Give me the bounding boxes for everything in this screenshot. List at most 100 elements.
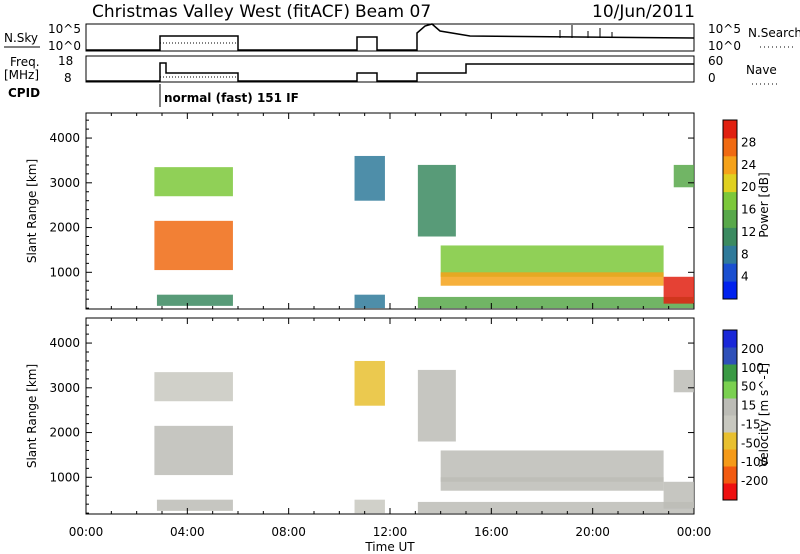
nsky-tick-top: 10^5 xyxy=(48,22,81,36)
x-axis-label: Time UT xyxy=(364,540,415,554)
velocity-echo-region-4 xyxy=(354,499,385,514)
velocity-colorbar-swatch-4 xyxy=(723,415,737,433)
nave-label: Nave xyxy=(746,63,777,77)
velocity-axes: 1000 2000 3000 4000 xyxy=(49,318,695,514)
nsearch-tick-bottom: 10^0 xyxy=(708,39,741,53)
x-tick-label-5: 20:00 xyxy=(575,525,610,539)
nsky-traces xyxy=(86,23,695,51)
nsearch-label: N.Search xyxy=(748,26,800,40)
velocity-colorbar-tick-label-0: -200 xyxy=(741,474,768,488)
power-y-tick-label-0: 1000 xyxy=(49,265,80,279)
x-axis-tick-labels: 00:00 04:00 08:00 12:00 16:00 20:00 00:00 xyxy=(69,525,712,539)
x-tick-label-2: 08:00 xyxy=(271,525,306,539)
velocity-echo-region-1 xyxy=(154,372,233,402)
velocity-colorbar-frame xyxy=(722,329,738,501)
power-colorbar-tick-label-5: 24 xyxy=(741,158,756,172)
velocity-colorbar-label: Velocity [m s^-1] xyxy=(757,363,771,467)
power-colorbar-tick-label-0: 4 xyxy=(741,270,749,284)
cpid-label: CPID xyxy=(8,86,40,100)
power-colorbar-swatch-3 xyxy=(723,227,737,246)
nsearch-tick-top: 10^5 xyxy=(708,22,741,36)
power-echoes xyxy=(154,155,694,309)
velocity-colorbar-swatch-1 xyxy=(723,466,737,484)
velocity-y-tick-label-0: 1000 xyxy=(49,470,80,484)
velocity-echo-region-6 xyxy=(440,450,664,482)
x-tick-label-3: 12:00 xyxy=(373,525,408,539)
velocity-colorbar-tick-label-3: -15 xyxy=(741,417,761,431)
nave-tick-bottom: 0 xyxy=(708,71,716,85)
freq-tick-top: 18 xyxy=(58,54,73,68)
power-echo-region-1 xyxy=(154,167,233,197)
freq-traces xyxy=(86,62,694,82)
power-colorbar-swatch-9 xyxy=(723,120,737,139)
velocity-y-tick-label-1: 2000 xyxy=(49,426,80,440)
velocity-colorbar-swatch-9 xyxy=(723,330,737,348)
velocity-y-axis-label: Slant Range [km] xyxy=(25,364,39,468)
power-y-tick-label-3: 4000 xyxy=(49,131,80,145)
velocity-y-tick-label-2: 3000 xyxy=(49,381,80,395)
station-title: Christmas Valley West (fitACF) xyxy=(92,2,350,22)
x-tick-label-4: 16:00 xyxy=(474,525,509,539)
power-colorbar-tick-label-3: 16 xyxy=(741,203,756,217)
power-colorbar-swatch-7 xyxy=(723,155,737,175)
power-colorbar-swatch-0 xyxy=(723,281,737,300)
velocity-colorbar-swatch-6 xyxy=(723,381,737,399)
nsky-label: N.Sky xyxy=(4,31,38,45)
power-colorbar-frame xyxy=(722,119,738,300)
power-y-axis-label: Slant Range [km] xyxy=(25,159,39,263)
power-echo-region-7 xyxy=(440,272,664,286)
power-echo-region-6 xyxy=(440,245,664,277)
power-colorbar: 4 8 12 16 20 24 28 xyxy=(722,119,756,300)
nave-tick-top: 60 xyxy=(708,54,723,68)
velocity-colorbar: -200 -100 -50 -15 15 50 100 200 xyxy=(722,329,768,501)
date-title: 10/Jun/2011 xyxy=(592,2,695,22)
velocity-echo-region-5 xyxy=(417,369,456,442)
cpid-text: normal (fast) 151 IF xyxy=(164,91,299,105)
power-colorbar-swatch-1 xyxy=(723,263,737,282)
velocity-colorbar-tick-label-5: 50 xyxy=(741,380,756,394)
power-y-tick-label-2: 3000 xyxy=(49,176,80,190)
velocity-echo-region-9 xyxy=(663,481,694,509)
velocity-colorbar-swatch-7 xyxy=(723,364,737,382)
nsky-tick-bottom: 10^0 xyxy=(48,39,81,53)
power-echo-region-5 xyxy=(417,164,456,237)
velocity-colorbar-tick-label-1: -100 xyxy=(741,455,768,469)
velocity-y-tick-label-3: 4000 xyxy=(49,336,80,350)
velocity-echo-region-7 xyxy=(440,477,664,491)
power-colorbar-tick-label-1: 8 xyxy=(741,247,749,261)
freq-label: Freq. xyxy=(10,55,40,69)
power-echo-region-3 xyxy=(354,155,385,201)
velocity-colorbar-swatch-0 xyxy=(723,483,737,501)
power-echo-region-2 xyxy=(156,294,233,306)
velocity-echo-region-0 xyxy=(154,425,233,476)
power-echo-region-9 xyxy=(663,276,694,304)
velocity-colorbar-swatch-8 xyxy=(723,347,737,365)
x-tick-label-0: 00:00 xyxy=(69,525,104,539)
freq-unit-label: [MHz] xyxy=(4,68,39,82)
power-colorbar-tick-label-4: 20 xyxy=(741,180,756,194)
x-tick-label-6: 00:00 xyxy=(677,525,712,539)
freq-tick-bottom: 8 xyxy=(64,71,72,85)
power-colorbar-swatch-4 xyxy=(723,209,737,228)
power-colorbar-swatch-6 xyxy=(723,173,737,193)
power-colorbar-label: Power [dB] xyxy=(757,172,771,237)
power-echo-region-4 xyxy=(354,294,385,309)
velocity-colorbar-swatch-3 xyxy=(723,432,737,450)
beam-title: Beam 07 xyxy=(355,2,431,22)
velocity-echo-region-10 xyxy=(673,369,694,393)
velocity-colorbar-swatch-5 xyxy=(723,398,737,416)
velocity-echo-region-8 xyxy=(417,501,694,514)
freq-panel-frame xyxy=(85,55,695,83)
velocity-echo-region-3 xyxy=(354,360,385,406)
velocity-echoes xyxy=(154,360,694,514)
power-colorbar-tick-label-6: 28 xyxy=(741,135,756,149)
power-colorbar-tick-label-2: 12 xyxy=(741,225,756,239)
velocity-colorbar-tick-label-4: 15 xyxy=(741,399,756,413)
power-y-tick-label-1: 2000 xyxy=(49,221,80,235)
power-colorbar-swatch-5 xyxy=(723,191,737,210)
power-colorbar-swatch-8 xyxy=(723,137,737,157)
velocity-echo-region-2 xyxy=(156,499,233,511)
velocity-colorbar-tick-label-2: -50 xyxy=(741,436,761,450)
velocity-colorbar-swatch-2 xyxy=(723,449,737,467)
